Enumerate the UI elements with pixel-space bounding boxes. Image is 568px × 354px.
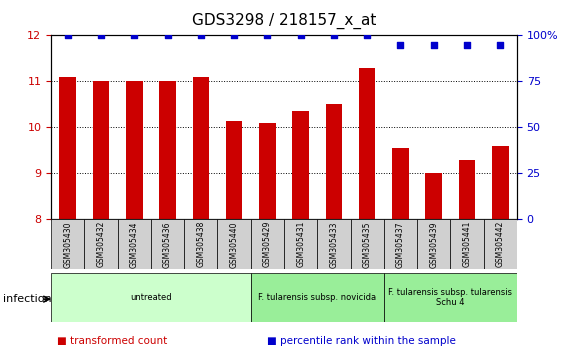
Point — [197, 33, 206, 38]
FancyBboxPatch shape — [250, 273, 384, 322]
Text: ■ percentile rank within the sample: ■ percentile rank within the sample — [267, 336, 456, 346]
Text: ■ transformed count: ■ transformed count — [57, 336, 167, 346]
FancyBboxPatch shape — [51, 273, 250, 322]
Bar — [60, 77, 76, 219]
Point — [396, 42, 405, 47]
Bar — [259, 123, 275, 219]
FancyBboxPatch shape — [450, 219, 483, 269]
FancyBboxPatch shape — [350, 219, 384, 269]
Text: F. tularensis subsp. tularensis
Schu 4: F. tularensis subsp. tularensis Schu 4 — [389, 288, 512, 307]
FancyBboxPatch shape — [417, 219, 450, 269]
Bar — [425, 173, 442, 219]
Text: GSM305433: GSM305433 — [329, 221, 339, 268]
FancyBboxPatch shape — [384, 273, 517, 322]
Text: GDS3298 / 218157_x_at: GDS3298 / 218157_x_at — [192, 12, 376, 29]
Point — [229, 33, 239, 38]
Bar — [193, 77, 209, 219]
Bar — [325, 104, 342, 219]
Text: GSM305436: GSM305436 — [163, 221, 172, 268]
Point — [496, 42, 505, 47]
FancyBboxPatch shape — [85, 219, 118, 269]
Text: GSM305430: GSM305430 — [63, 221, 72, 268]
Text: GSM305439: GSM305439 — [429, 221, 438, 268]
Text: GSM305435: GSM305435 — [363, 221, 371, 268]
Text: GSM305440: GSM305440 — [229, 221, 239, 268]
Text: GSM305429: GSM305429 — [263, 221, 272, 268]
FancyBboxPatch shape — [218, 219, 250, 269]
Bar — [392, 148, 409, 219]
Bar — [492, 146, 508, 219]
FancyBboxPatch shape — [118, 219, 151, 269]
Text: F. tularensis subsp. novicida: F. tularensis subsp. novicida — [258, 293, 377, 302]
Point — [130, 33, 139, 38]
Text: GSM305432: GSM305432 — [97, 221, 106, 268]
Text: GSM305437: GSM305437 — [396, 221, 405, 268]
Point — [63, 33, 72, 38]
Point — [429, 42, 438, 47]
FancyBboxPatch shape — [318, 219, 350, 269]
Point — [263, 33, 272, 38]
Text: GSM305442: GSM305442 — [496, 221, 505, 268]
FancyBboxPatch shape — [284, 219, 318, 269]
Point — [163, 33, 172, 38]
Point — [97, 33, 106, 38]
Text: GSM305434: GSM305434 — [130, 221, 139, 268]
Bar — [226, 120, 243, 219]
FancyBboxPatch shape — [384, 219, 417, 269]
Text: GSM305438: GSM305438 — [197, 221, 205, 268]
Point — [462, 42, 471, 47]
Text: GSM305431: GSM305431 — [296, 221, 305, 268]
Bar — [159, 81, 176, 219]
Bar — [126, 81, 143, 219]
Text: GSM305441: GSM305441 — [462, 221, 471, 268]
Bar — [359, 68, 375, 219]
Bar — [93, 81, 109, 219]
FancyBboxPatch shape — [483, 219, 517, 269]
FancyBboxPatch shape — [184, 219, 218, 269]
Point — [329, 33, 339, 38]
FancyBboxPatch shape — [51, 219, 85, 269]
Point — [362, 33, 371, 38]
FancyBboxPatch shape — [151, 219, 184, 269]
Bar — [459, 160, 475, 219]
Text: infection: infection — [3, 294, 52, 304]
FancyBboxPatch shape — [250, 219, 284, 269]
Bar — [293, 111, 309, 219]
Point — [296, 33, 305, 38]
Text: untreated: untreated — [130, 293, 172, 302]
